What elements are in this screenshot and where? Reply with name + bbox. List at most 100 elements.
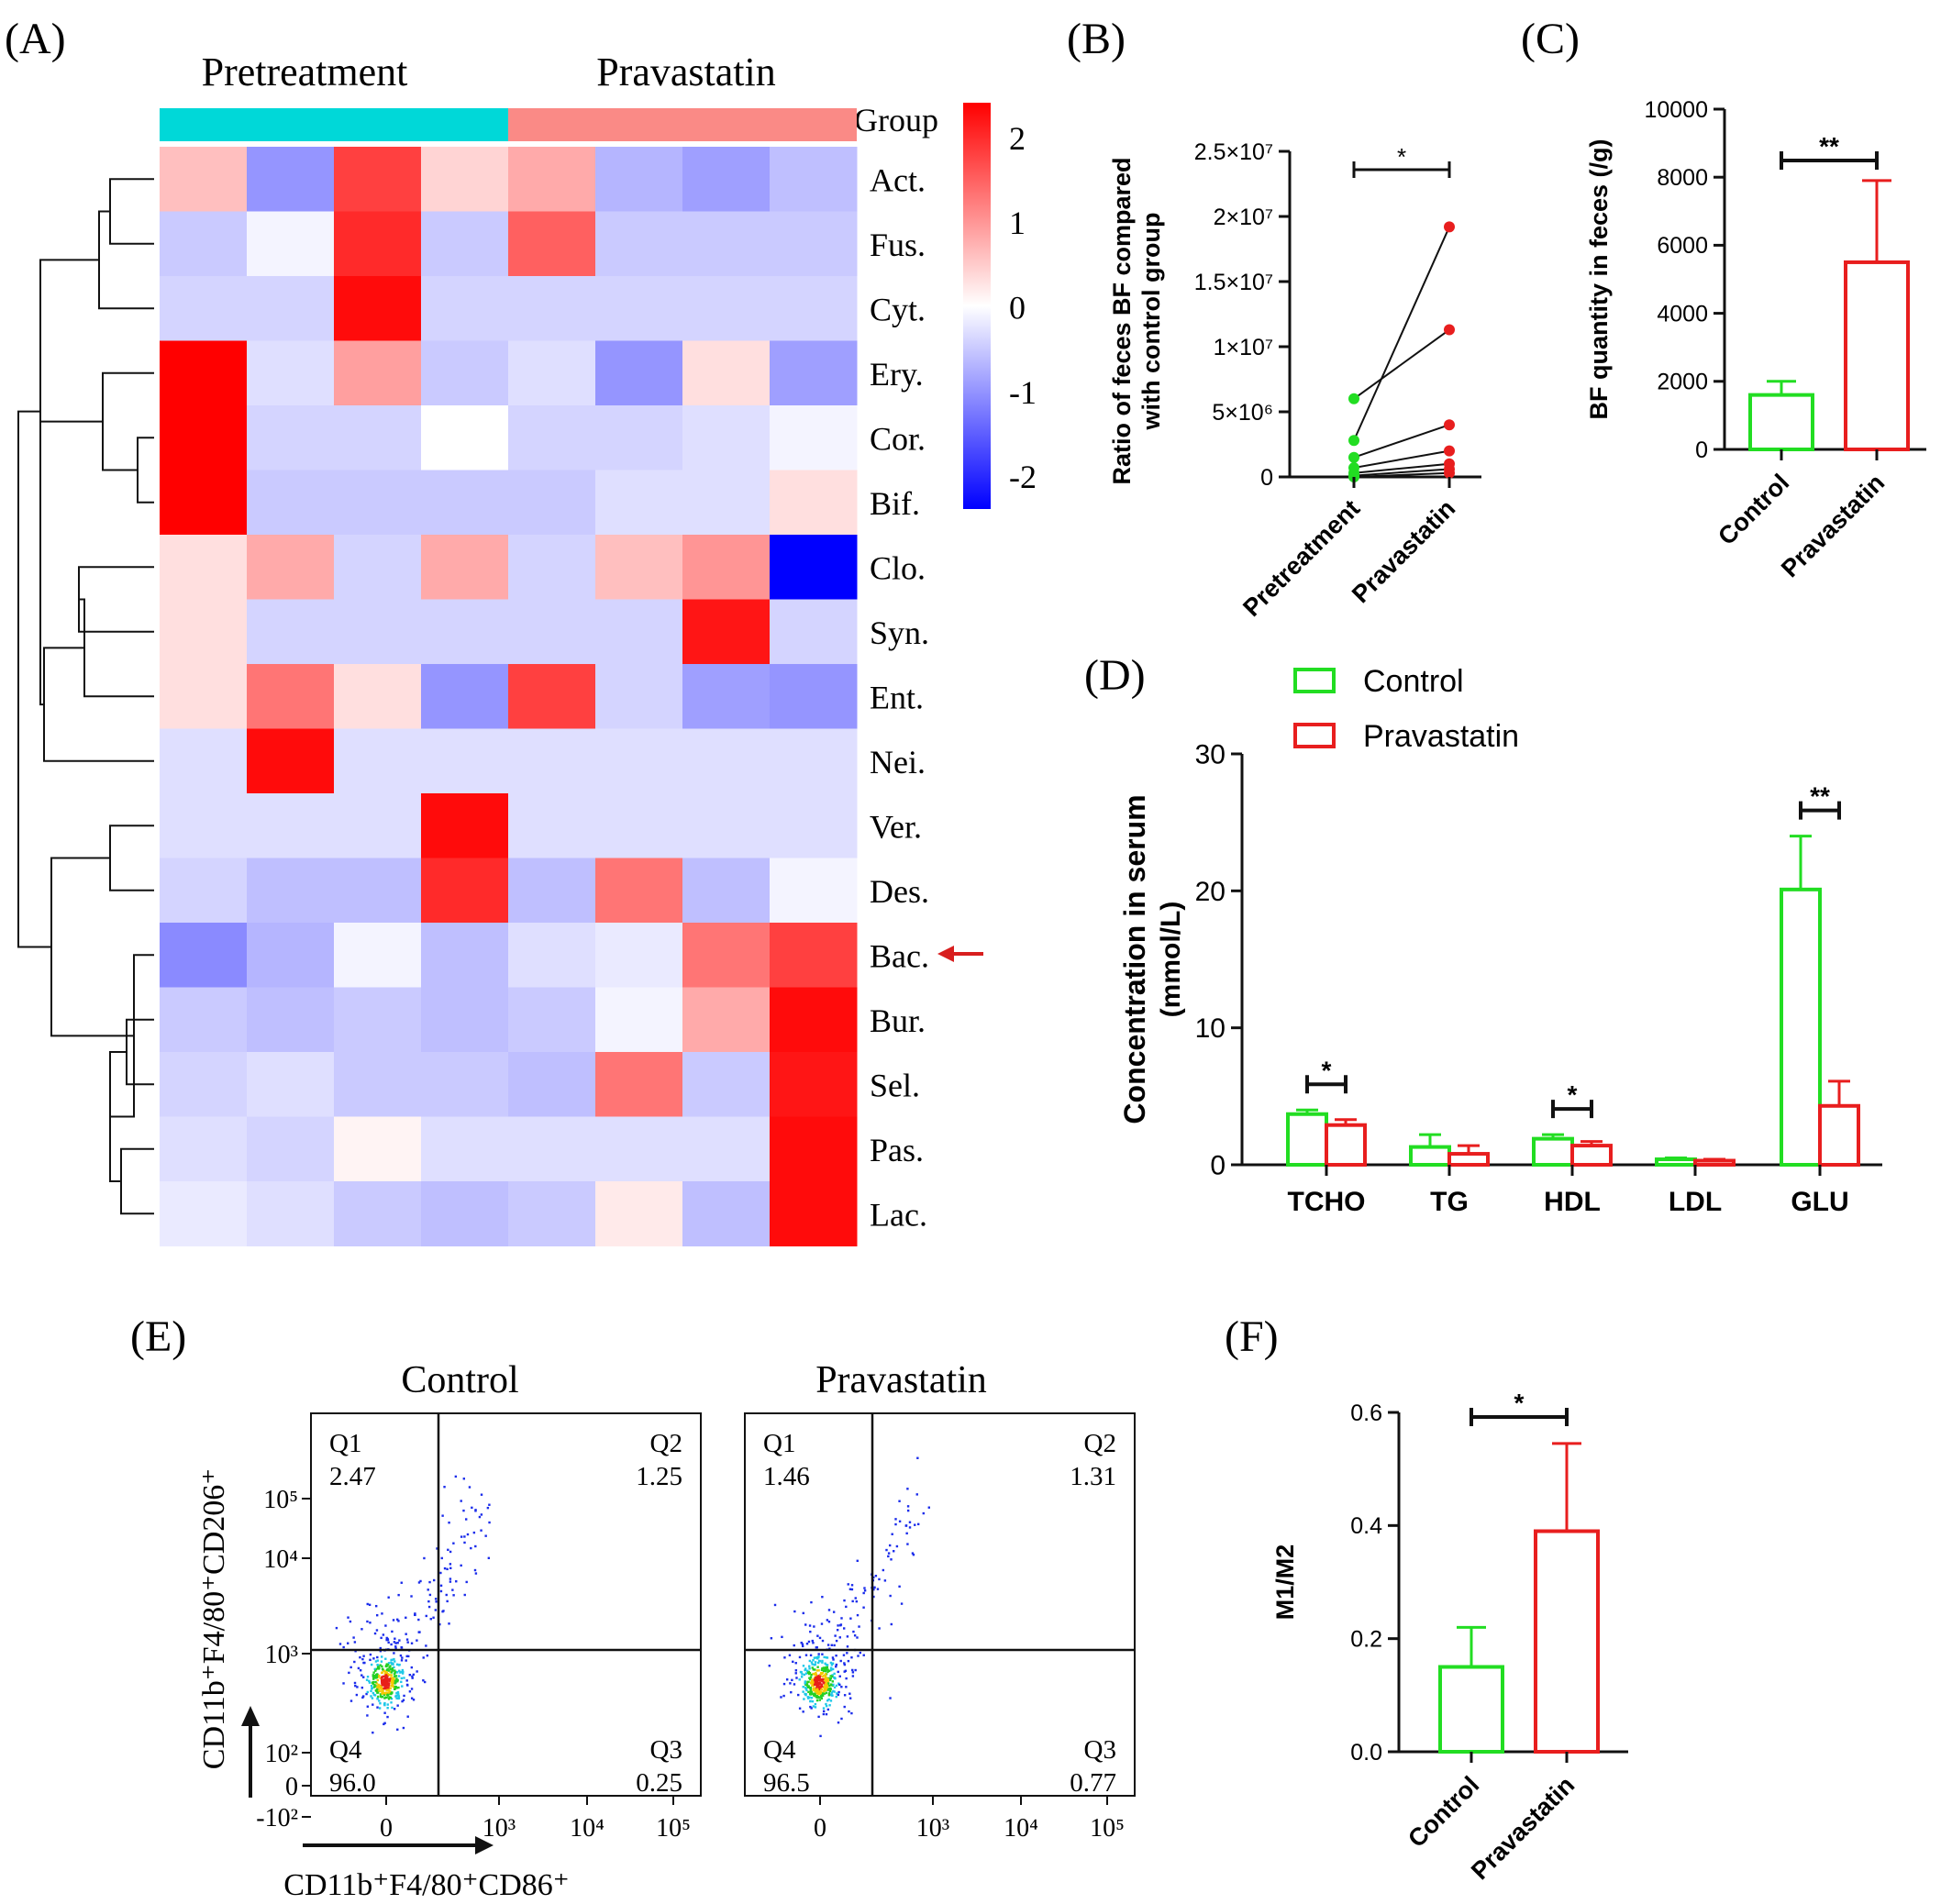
- row-label: Bac.: [870, 937, 929, 974]
- flow-event-dot: [822, 1712, 826, 1716]
- paired-scatter-panel: 0 5×10⁶ 1×10⁷ 1.5×10⁷ 2×10⁷ 2.5×10⁷ Pretreatme…: [1108, 139, 1481, 622]
- flow-event-dot: [383, 1701, 386, 1705]
- flow-event-dot: [828, 1704, 831, 1707]
- flow-event-dot: [395, 1663, 399, 1666]
- heatmap-cell: [247, 535, 335, 600]
- flow-event-dot: [471, 1506, 473, 1510]
- x-tick-label: Control: [1713, 469, 1794, 550]
- flow-event-dot: [382, 1675, 384, 1678]
- heatmap-cell: [247, 340, 335, 406]
- flow-event-dot: [380, 1686, 383, 1688]
- heatmap-cell: [421, 1116, 509, 1182]
- flow-event-dot: [394, 1671, 396, 1675]
- row-label: Fus.: [870, 227, 926, 263]
- flow-event-dot: [828, 1689, 832, 1693]
- flow-event-dot: [385, 1668, 389, 1672]
- flow-event-dot: [427, 1589, 429, 1591]
- flow-event-dot: [826, 1666, 829, 1669]
- flow-event-dot: [798, 1655, 802, 1659]
- pair-line: [1353, 471, 1450, 478]
- heatmap-cell: [160, 1116, 248, 1182]
- flow-event-dot: [393, 1686, 395, 1688]
- flow-event-dot: [366, 1602, 369, 1606]
- flow-event-dot: [840, 1686, 843, 1688]
- flow-event-dot: [805, 1688, 808, 1692]
- heatmap-cell: [682, 405, 771, 470]
- flow-event-dot: [394, 1686, 397, 1688]
- flow-event-dot: [408, 1673, 412, 1677]
- flow-event-dot: [804, 1654, 808, 1656]
- y-tick-label: 30: [1195, 740, 1226, 770]
- flow-event-dot: [446, 1600, 449, 1603]
- flow-event-dot: [393, 1666, 395, 1669]
- heatmap-cell: [508, 405, 596, 470]
- quadrant-name: Q1: [763, 1429, 795, 1458]
- flow-event-dot: [390, 1692, 393, 1695]
- quadrant-percentage: 1.25: [636, 1462, 682, 1491]
- heatmap-cell: [160, 276, 248, 341]
- flow-event-dot: [386, 1691, 389, 1695]
- flow-event-dot: [855, 1600, 859, 1603]
- y-tick-label: 10⁴: [263, 1545, 298, 1574]
- heatmap-cell: [247, 1116, 335, 1182]
- flow-event-dot: [832, 1689, 835, 1693]
- flow-event-dot: [389, 1670, 392, 1674]
- flow-event-dot: [354, 1684, 357, 1688]
- colorbar-tick-label: 0: [1009, 290, 1026, 327]
- flow-event-dot: [825, 1682, 828, 1686]
- dendrogram-branch: [120, 1147, 154, 1215]
- bar: [1447, 1152, 1490, 1168]
- flow-event-dot: [900, 1602, 904, 1605]
- flow-event-dot: [369, 1658, 372, 1662]
- heatmap-cell: [508, 470, 596, 536]
- flow-event-dot: [373, 1632, 377, 1635]
- flow-event-dot: [423, 1556, 426, 1560]
- flow-event-dot: [374, 1680, 377, 1684]
- flow-event-dot: [837, 1624, 839, 1627]
- flow-event-dot: [373, 1684, 376, 1687]
- flow-event-dot: [856, 1613, 860, 1617]
- flow-event-dot: [804, 1680, 806, 1683]
- flow-event-dot: [389, 1687, 392, 1689]
- flow-event-dot: [462, 1509, 465, 1512]
- flow-event-dot: [807, 1640, 811, 1644]
- y-axis-title-unit: (mmol/L): [1156, 902, 1186, 1018]
- flow-event-dot: [381, 1692, 383, 1695]
- flow-plot-title: Pravastatin: [815, 1359, 987, 1401]
- flow-event-dot: [845, 1677, 848, 1680]
- flow-event-dot: [361, 1696, 364, 1699]
- heatmap-cell: [334, 923, 422, 988]
- heatmap-cell: [334, 1052, 422, 1117]
- flow-event-dot: [377, 1689, 381, 1692]
- heatmap-cell: [334, 728, 422, 794]
- flow-event-dot: [821, 1653, 824, 1655]
- flow-event-dot: [349, 1699, 353, 1702]
- heatmap-cell: [595, 1116, 683, 1182]
- flow-event-dot: [387, 1673, 391, 1677]
- flow-event-dot: [355, 1693, 359, 1697]
- heatmap-cell: [682, 664, 771, 729]
- flow-event-dot: [805, 1669, 809, 1673]
- flow-event-dot: [833, 1686, 837, 1689]
- flow-event-dot: [840, 1717, 843, 1721]
- heatmap-cell: [770, 1052, 858, 1117]
- y-axis-title: M1/M2: [1271, 1544, 1299, 1621]
- flow-event-dot: [384, 1674, 388, 1677]
- heatmap-cell: [421, 987, 509, 1053]
- significance-marker: **: [1819, 132, 1839, 161]
- flow-event-dot: [397, 1695, 401, 1698]
- flow-event-dot: [797, 1693, 800, 1697]
- heatmap-cell: [595, 599, 683, 665]
- flow-event-dot: [396, 1678, 399, 1682]
- flow-event-dot: [374, 1667, 378, 1671]
- flow-event-dot: [372, 1657, 375, 1660]
- pair-line: [1353, 226, 1450, 441]
- flow-event-dot: [906, 1543, 909, 1545]
- y-tick-label: 0.6: [1350, 1400, 1382, 1426]
- flow-event-dot: [407, 1655, 410, 1658]
- flow-event-dot: [391, 1684, 394, 1688]
- flow-event-dot: [821, 1595, 824, 1599]
- flow-event-dot: [816, 1677, 820, 1679]
- flow-event-dot: [785, 1678, 789, 1681]
- flow-event-dot: [812, 1668, 815, 1671]
